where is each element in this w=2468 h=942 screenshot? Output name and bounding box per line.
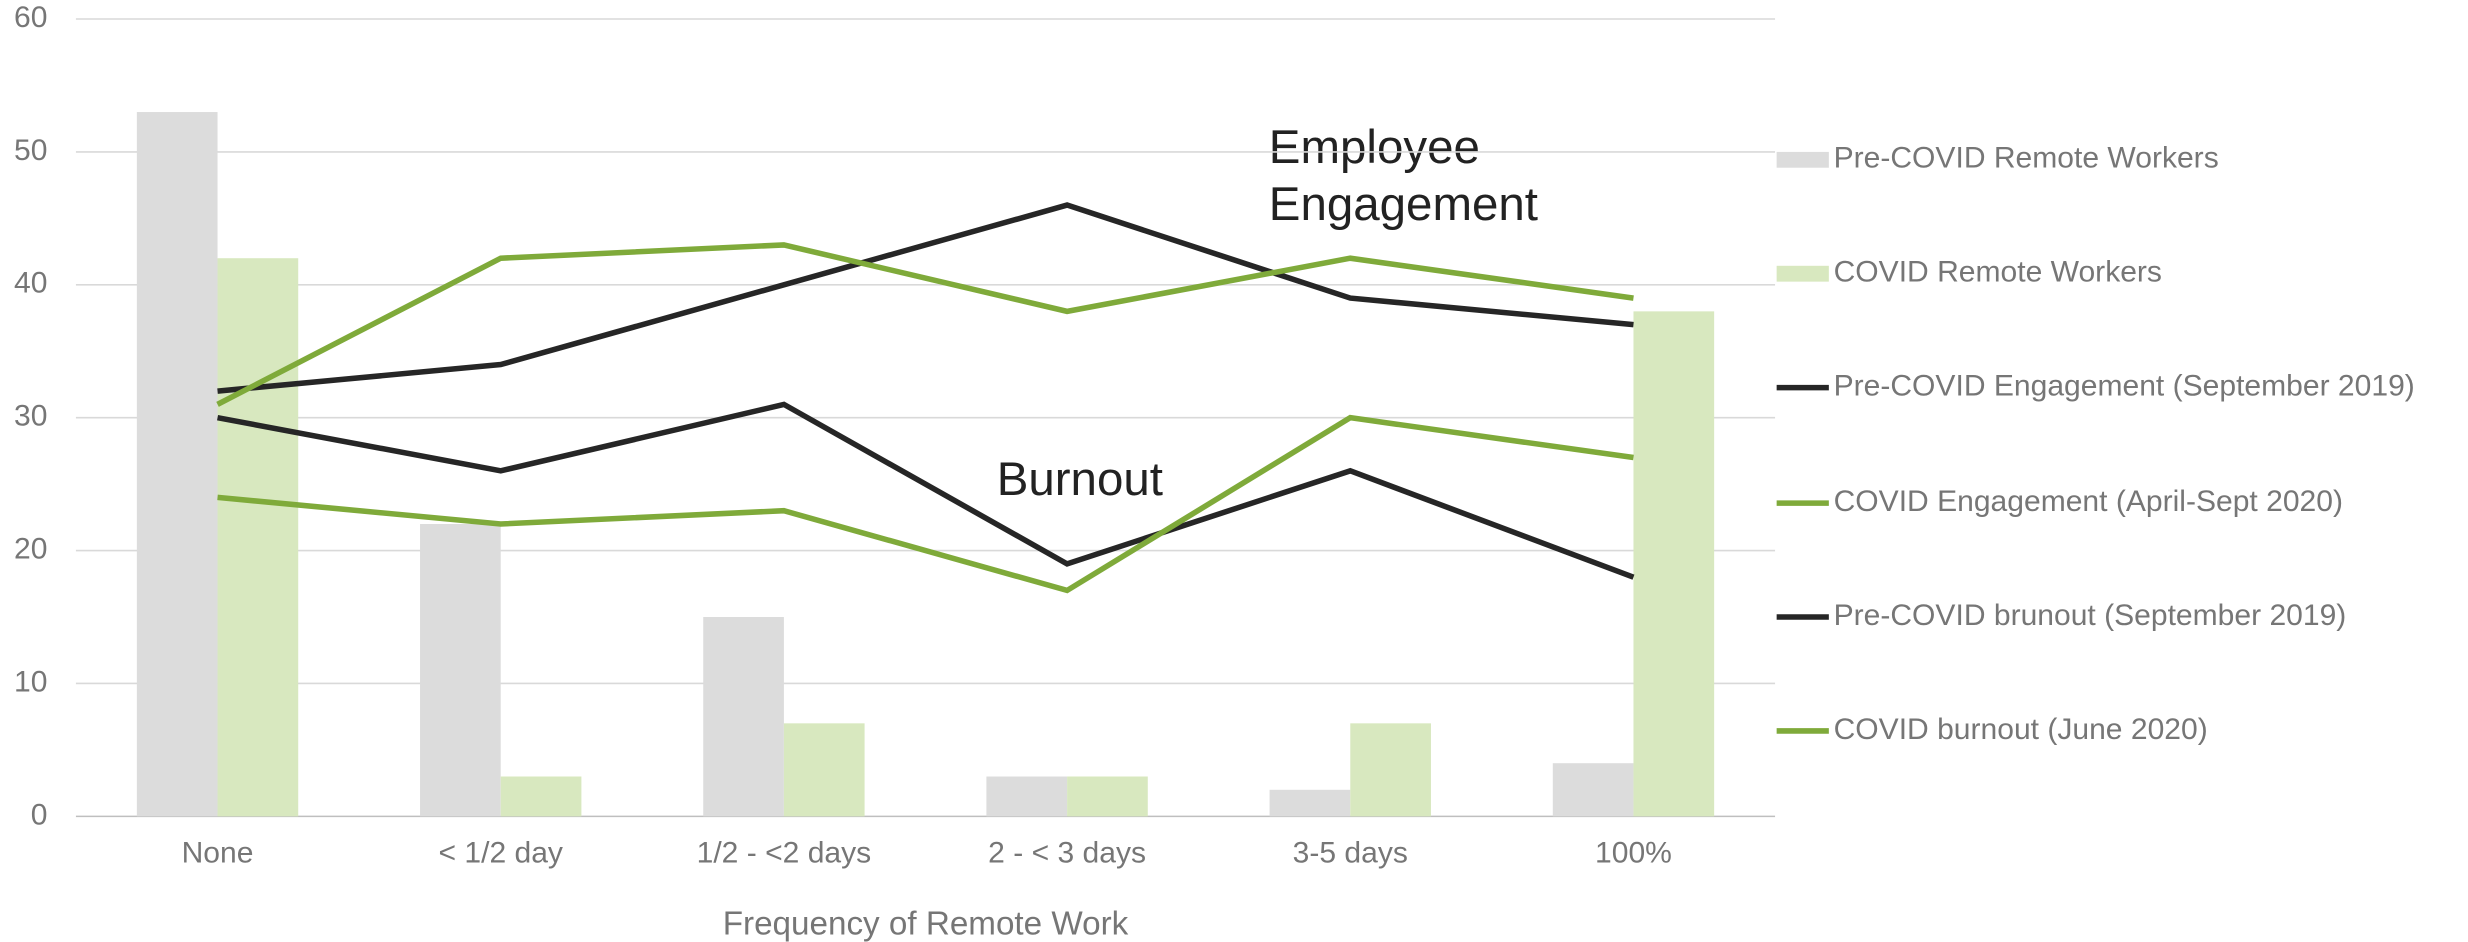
legend-label: Pre-COVID brunout (September 2019) <box>1834 599 2347 632</box>
line-series <box>216 242 1634 407</box>
y-tick-label: 60 <box>14 1 47 34</box>
annotation: Burnout <box>996 454 1163 507</box>
y-tick-label: 20 <box>14 533 47 566</box>
legend-label: Pre-COVID Engagement (September 2019) <box>1834 370 2415 403</box>
line-series <box>217 202 1634 394</box>
legend-swatch <box>1776 265 1829 282</box>
x-tick-label: 100% <box>1595 836 1672 869</box>
annotation-text: Employee Engagement <box>1268 121 1538 232</box>
y-tick-label: 10 <box>14 665 47 698</box>
legend-label: Pre-COVID Remote Workers <box>1834 142 2219 175</box>
bar <box>703 617 784 817</box>
line-series <box>217 414 1634 594</box>
line-series <box>217 401 1635 580</box>
x-tick-label: None <box>182 836 254 869</box>
bar <box>136 112 218 817</box>
annotation: Employee Engagement <box>1268 121 1538 232</box>
y-tick-label: 30 <box>14 400 47 433</box>
x-tick-label: < 1/2 day <box>438 836 562 869</box>
bar <box>500 776 582 817</box>
bar <box>1350 723 1431 817</box>
x-tick-label: 1/2 - <2 days <box>697 836 872 869</box>
bar <box>783 723 865 817</box>
legend-label: COVID Engagement (April-Sept 2020) <box>1834 485 2343 518</box>
bar <box>1552 763 1634 817</box>
bar <box>420 523 501 817</box>
y-tick-label: 0 <box>31 798 48 831</box>
legend-label: COVID Remote Workers <box>1834 256 2162 289</box>
legend-label: COVID burnout (June 2020) <box>1834 713 2208 746</box>
bar <box>1269 789 1351 817</box>
legend-swatch <box>1776 151 1829 168</box>
y-tick-label: 40 <box>14 267 47 300</box>
x-tick-label: 2 - < 3 days <box>988 836 1146 869</box>
bar <box>986 776 1068 817</box>
bar <box>217 258 299 817</box>
y-tick-label: 50 <box>14 134 47 167</box>
x-tick-label: 3-5 days <box>1293 836 1408 869</box>
bar <box>1633 311 1715 817</box>
bar <box>1067 776 1148 817</box>
x-axis-label: Frequency of Remote Work <box>723 905 1129 942</box>
annotation-text: Burnout <box>996 454 1163 507</box>
